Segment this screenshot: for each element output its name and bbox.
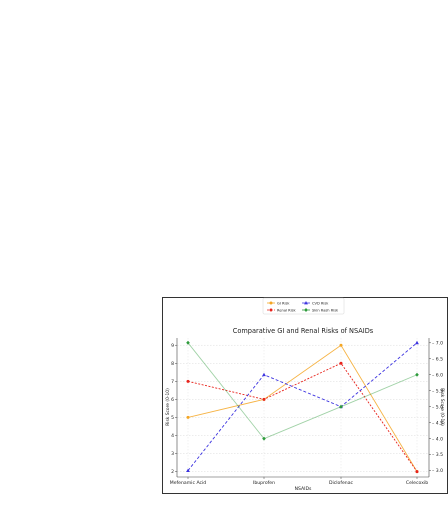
series-renal-risk [186, 361, 419, 474]
renal-risk-point [186, 379, 190, 383]
y-tick-label: 6 [171, 397, 174, 403]
axes [176, 338, 430, 478]
renal-risk-point [415, 470, 419, 474]
y-tick-label: 2 [171, 469, 174, 475]
legend-label-cvd-risk: CVD Risk [312, 301, 329, 305]
legend-label-renal-risk: Renal Risk [277, 308, 297, 312]
ticks: 2 3 4 5 6 7 8 9 – 3.0 – 3.5 – 4.0 – 4.5 – 5.0 – 5.5 – … [170, 340, 443, 486]
legend: GI Risk Renal Risk CVD Risk Skin Rash Risk [262, 297, 345, 315]
series-gi-risk [186, 343, 419, 474]
cvd-risk-line [187, 342, 418, 471]
right-y-tick-label: – 3.0 [432, 468, 443, 474]
series-cvd-risk [186, 340, 419, 473]
x-tick-label: Ibuprofen [253, 480, 275, 486]
legend-marker-skin-rash-risk [304, 308, 308, 312]
renal-risk-point [339, 361, 343, 365]
skin-rash-risk-point [339, 404, 343, 409]
x-tick-label: Mefenamic Acid [170, 480, 207, 486]
skin-rash-risk-line [187, 342, 418, 440]
x-axis-label: NSAIDs [295, 486, 312, 492]
legend-label-gi-risk: GI Risk [277, 301, 290, 305]
legend-label-skin-rash-risk: Skin Rash Risk [312, 308, 339, 312]
renal-risk-point [262, 397, 266, 401]
y-tick-label: 4 [171, 433, 174, 439]
gi-risk-point [186, 415, 190, 419]
renal-risk-line [187, 362, 418, 472]
series-skin-rash-risk [186, 340, 419, 441]
gi-risk-point [339, 343, 343, 347]
y-tick-label: 8 [171, 361, 174, 367]
y-tick-label: 7 [171, 379, 174, 385]
x-tick-label: Celecoxib [406, 480, 428, 486]
gi-risk-line [187, 344, 418, 472]
right-y-tick-label: – 5.5 [432, 388, 443, 394]
legend-marker-cvd-risk [304, 301, 308, 305]
skin-rash-risk-point [415, 372, 419, 377]
grid [177, 338, 429, 477]
cvd-risk-point [262, 372, 266, 377]
cvd-risk-point [415, 340, 419, 345]
y-axis-label: Risk Score (0-10) [165, 388, 171, 426]
right-y-tick-label: – 5.0 [432, 404, 443, 410]
y-tick-label: 3 [171, 451, 174, 457]
right-y-tick-label: – 6.5 [432, 356, 443, 362]
legend-marker-renal-risk [269, 308, 273, 312]
skin-rash-risk-point [186, 340, 190, 345]
cvd-risk-point [186, 468, 190, 473]
y-tick-label: 9 [171, 343, 174, 349]
series [186, 340, 419, 474]
y-tick-label: 5 [171, 415, 174, 421]
right-y-tick-label: – 6.0 [432, 372, 443, 378]
x-tick-label: Diclofenac [329, 480, 354, 486]
legend-box [262, 297, 345, 315]
right-y-axis-label: Risk Score (0-10) [439, 388, 445, 426]
figure-frame [162, 297, 448, 494]
right-y-tick-label: – 4.0 [432, 436, 443, 442]
right-y-tick-label: – 4.5 [432, 420, 443, 426]
chart-title: Comparative GI and Renal Risks of NSAIDs [233, 327, 374, 335]
legend-marker-gi-risk [269, 301, 273, 305]
skin-rash-risk-point [262, 436, 266, 441]
right-y-tick-label: – 7.0 [432, 340, 443, 346]
right-y-tick-label: – 3.5 [432, 452, 443, 458]
